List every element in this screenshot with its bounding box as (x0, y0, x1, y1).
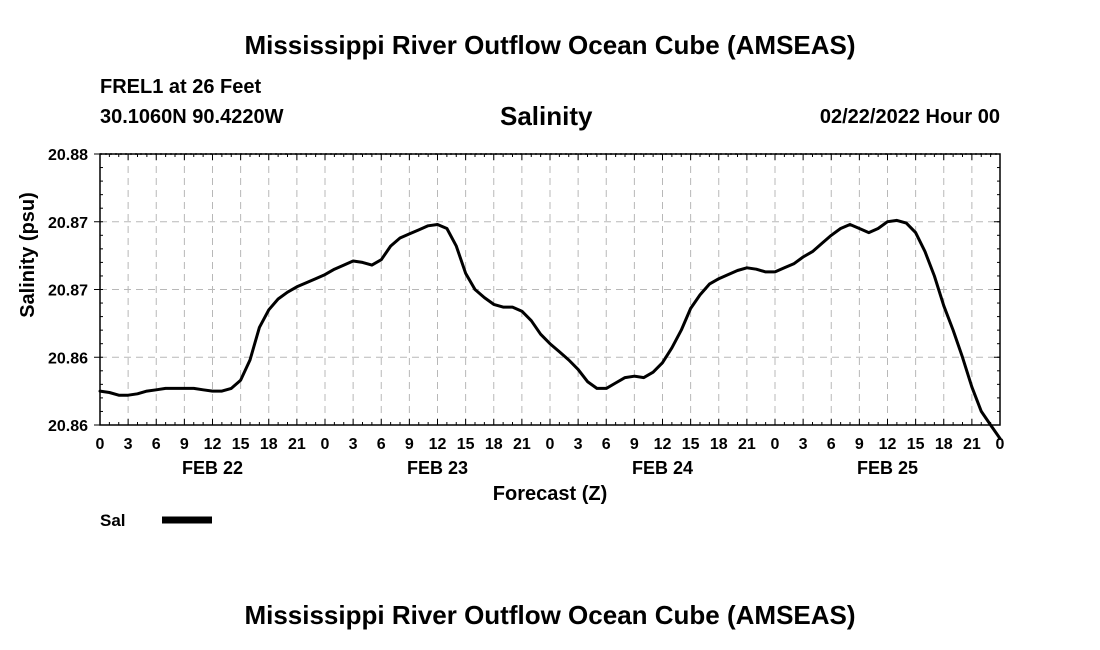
y-tick-label: 20.86 (48, 418, 88, 435)
x-tick-label: 3 (574, 436, 583, 453)
x-tick-label: 9 (630, 436, 639, 453)
x-tick-label: 9 (405, 436, 414, 453)
x-tick-label: 18 (710, 436, 728, 453)
x-tick-label: 21 (513, 436, 531, 453)
x-tick-label: 9 (180, 436, 189, 453)
x-tick-label: 15 (682, 436, 700, 453)
x-tick-label: 9 (855, 436, 864, 453)
x-tick-label: 18 (260, 436, 278, 453)
x-tick-label: 6 (377, 436, 386, 453)
salinity-series-line (98, 218, 1002, 440)
x-tick-label: 0 (321, 436, 330, 453)
y-axis-label: Salinity (psu) (17, 192, 39, 318)
x-tick-label: 21 (288, 436, 306, 453)
day-label: FEB 24 (632, 458, 693, 478)
x-tick-label: 12 (429, 436, 447, 453)
y-tick-label: 20.88 (48, 147, 88, 164)
day-label: FEB 25 (857, 458, 918, 478)
y-tick-label: 20.87 (48, 215, 88, 232)
x-tick-label: 0 (771, 436, 780, 453)
x-tick-label: 12 (879, 436, 897, 453)
x-tick-label: 3 (349, 436, 358, 453)
x-tick-label: 15 (907, 436, 925, 453)
variable-title: Salinity (500, 101, 593, 131)
x-tick-label: 0 (546, 436, 555, 453)
day-label: FEB 23 (407, 458, 468, 478)
x-tick-label: 3 (799, 436, 808, 453)
x-tick-label: 3 (124, 436, 133, 453)
x-tick-label: 18 (485, 436, 503, 453)
x-tick-label: 21 (738, 436, 756, 453)
x-axis-label: Forecast (Z) (493, 483, 607, 505)
x-tick-label: 18 (935, 436, 953, 453)
x-tick-label: 0 (96, 436, 105, 453)
datetime-label: 02/22/2022 Hour 00 (819, 106, 1000, 128)
x-tick-label: 15 (457, 436, 475, 453)
coordinates-label: 30.1060N 90.4220W (100, 106, 284, 128)
footer-title: Mississippi River Outflow Ocean Cube (AM… (244, 600, 856, 630)
station-label: FREL1 at 26 Feet (100, 76, 262, 98)
x-tick-label: 6 (152, 436, 161, 453)
page-title: Mississippi River Outflow Ocean Cube (AM… (244, 30, 856, 60)
legend-label: Sal (100, 511, 126, 530)
x-tick-label: 6 (602, 436, 611, 453)
x-tick-label: 0 (996, 436, 1005, 453)
day-label: FEB 22 (182, 458, 243, 478)
x-tick-label: 6 (827, 436, 836, 453)
x-tick-label: 15 (232, 436, 250, 453)
x-tick-label: 12 (204, 436, 222, 453)
y-tick-label: 20.86 (48, 350, 88, 367)
x-tick-label: 21 (963, 436, 981, 453)
y-tick-label: 20.87 (48, 283, 88, 300)
x-tick-label: 12 (654, 436, 672, 453)
